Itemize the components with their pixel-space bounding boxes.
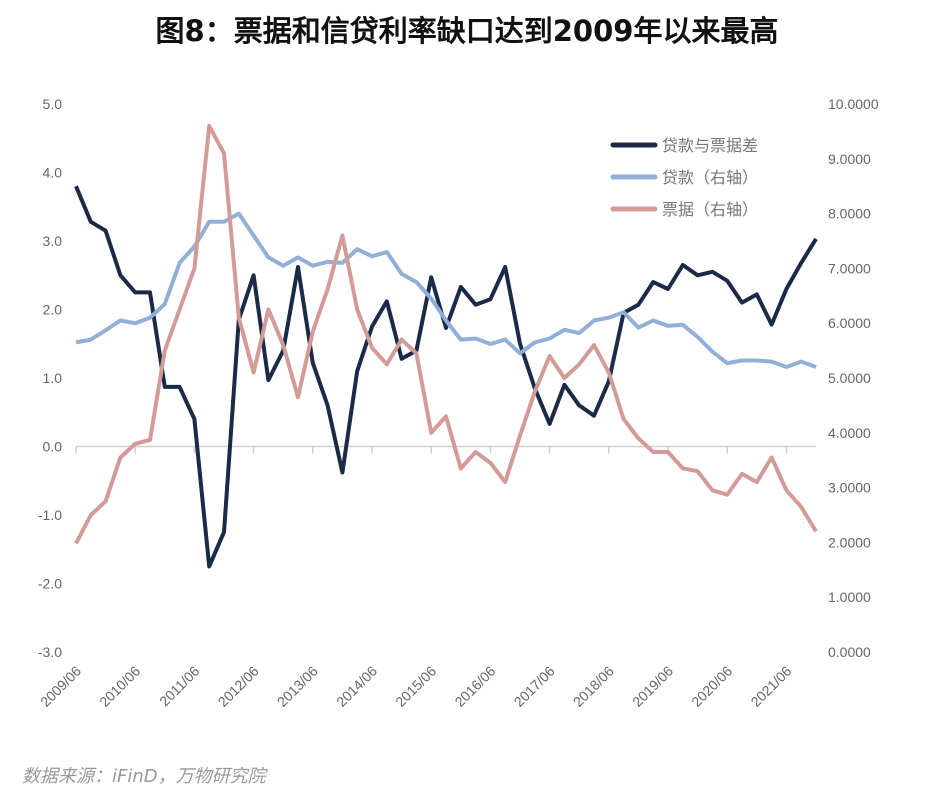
x-tick-label: 2013/06 — [274, 663, 321, 710]
x-tick-label: 2012/06 — [215, 663, 262, 710]
y-left-tick-label: -1.0 — [38, 507, 62, 523]
y-right-tick-label: 6.0000 — [828, 315, 871, 331]
y-left-tick-label: 3.0 — [43, 233, 63, 249]
x-tick-label: 2010/06 — [96, 663, 143, 710]
y-left-tick-label: 5.0 — [43, 96, 63, 112]
x-tick-label: 2017/06 — [511, 663, 558, 710]
x-tick-label: 2018/06 — [570, 663, 617, 710]
x-tick-label: 2015/06 — [392, 663, 439, 710]
y-left-tick-label: -3.0 — [38, 644, 62, 660]
x-tick-label: 2021/06 — [747, 663, 794, 710]
x-tick-label: 2009/06 — [37, 663, 84, 710]
series-line-3 — [74, 123, 818, 545]
y-right-tick-label: 7.0000 — [828, 260, 871, 276]
legend-label: 票据（右轴） — [662, 200, 758, 219]
x-tick-label: 2011/06 — [156, 663, 203, 710]
y-left-tick-label: 1.0 — [43, 370, 63, 386]
x-tick-label: 2014/06 — [333, 663, 380, 710]
y-left-tick-label: 4.0 — [43, 165, 63, 181]
x-tick-label: 2020/06 — [688, 663, 735, 710]
legend-label: 贷款（右轴） — [662, 168, 758, 187]
y-right-tick-label: 1.0000 — [828, 589, 871, 605]
chart-title: 图8：票据和信贷利率缺口达到2009年以来最高 — [155, 14, 779, 48]
y-right-tick-label: 10.0000 — [828, 96, 879, 112]
series-line-1 — [74, 185, 818, 569]
y-right-tick-label: 3.0000 — [828, 480, 871, 496]
x-tick-label: 2016/06 — [451, 663, 498, 710]
y-right-tick-label: 5.0000 — [828, 370, 871, 386]
y-right-tick-label: 9.0000 — [828, 151, 871, 167]
y-left-tick-label: 0.0 — [43, 439, 63, 455]
legend-label: 贷款与票据差 — [662, 136, 758, 155]
y-right-tick-label: 8.0000 — [828, 206, 871, 222]
source-note: 数据来源：iFinD，万物研究院 — [22, 766, 266, 787]
y-right-tick-label: 4.0000 — [828, 425, 871, 441]
y-right-tick-label: 2.0000 — [828, 534, 871, 550]
y-right-tick-label: 0.0000 — [828, 644, 871, 660]
y-left-tick-label: 2.0 — [43, 302, 63, 318]
y-left-tick-label: -2.0 — [38, 576, 62, 592]
x-tick-label: 2019/06 — [629, 663, 676, 710]
